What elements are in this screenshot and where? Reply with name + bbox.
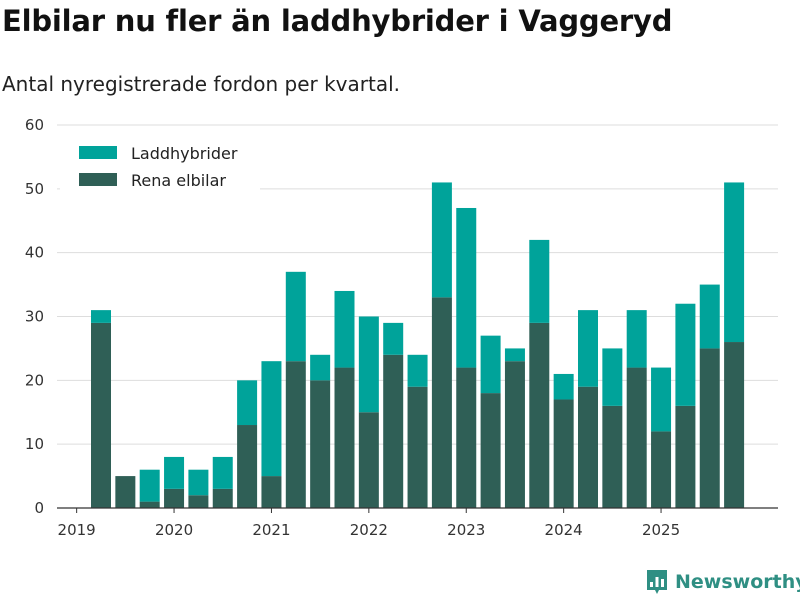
bar-rena-elbilar bbox=[91, 322, 111, 508]
bar-laddhybrider bbox=[724, 182, 745, 343]
bar-rena-elbilar bbox=[115, 476, 136, 508]
chart-subtitle: Antal nyregistrerade fordon per kvartal. bbox=[2, 72, 401, 96]
chart-title: Elbilar nu fler än laddhybrider i Vagger… bbox=[2, 4, 673, 38]
x-tick-label: 2024 bbox=[545, 521, 583, 539]
x-tick-label: 2019 bbox=[58, 521, 96, 539]
bar-rena-elbilar bbox=[626, 367, 647, 508]
bar-rena-elbilar bbox=[164, 488, 185, 508]
bar-laddhybrider bbox=[651, 367, 672, 432]
bar-laddhybrider bbox=[626, 310, 647, 368]
x-tick-label: 2025 bbox=[642, 521, 680, 539]
bar-laddhybrider bbox=[602, 348, 623, 406]
bar-rena-elbilar bbox=[529, 322, 550, 508]
bar-rena-elbilar bbox=[139, 501, 160, 508]
bar-rena-elbilar bbox=[456, 367, 477, 508]
bar-laddhybrider bbox=[285, 271, 306, 362]
bar-laddhybrider bbox=[431, 182, 452, 298]
bar-laddhybrider bbox=[261, 361, 282, 477]
bar-rena-elbilar bbox=[578, 386, 598, 508]
bar-laddhybrider bbox=[675, 303, 696, 406]
legend-swatch-laddhybrider bbox=[79, 146, 117, 159]
bar-rena-elbilar bbox=[334, 367, 355, 508]
bar-rena-elbilar bbox=[383, 354, 404, 508]
y-axis-labels: 0 10 20 30 40 50 60 bbox=[25, 116, 44, 517]
y-tick-label: 30 bbox=[25, 308, 44, 326]
bar-laddhybrider bbox=[237, 380, 258, 426]
bar-rena-elbilar bbox=[480, 393, 501, 508]
bar-rena-elbilar bbox=[602, 405, 623, 508]
bar-laddhybrider bbox=[699, 284, 720, 349]
bar-rena-elbilar bbox=[699, 348, 720, 508]
bar-rena-elbilar bbox=[504, 361, 525, 508]
bar-rena-elbilar bbox=[431, 297, 452, 508]
x-axis: 2019 2020 2021 2022 2023 2024 2025 bbox=[57, 507, 778, 539]
legend-swatch-rena-elbilar bbox=[79, 173, 117, 186]
x-tick-label: 2023 bbox=[447, 521, 485, 539]
y-tick-label: 0 bbox=[34, 499, 44, 517]
bar-rena-elbilar bbox=[553, 399, 574, 508]
newsworthy-logo-icon bbox=[647, 570, 667, 594]
bar-rena-elbilar bbox=[724, 342, 745, 508]
brand-name: Newsworthy bbox=[675, 571, 800, 593]
bar-rena-elbilar bbox=[407, 386, 428, 508]
bar-rena-elbilar bbox=[212, 488, 233, 508]
bar-laddhybrider bbox=[407, 354, 428, 387]
bar-laddhybrider bbox=[358, 316, 379, 413]
x-tick-label: 2021 bbox=[252, 521, 290, 539]
bar-rena-elbilar bbox=[358, 412, 379, 508]
bar-rena-elbilar bbox=[651, 431, 672, 508]
bar-laddhybrider bbox=[91, 310, 111, 323]
bar-laddhybrider bbox=[456, 207, 477, 368]
bar-laddhybrider bbox=[212, 456, 233, 489]
bar-laddhybrider bbox=[529, 239, 550, 323]
bar-rena-elbilar bbox=[310, 380, 331, 508]
bar-rena-elbilar bbox=[237, 425, 258, 508]
y-tick-label: 40 bbox=[25, 244, 44, 262]
newsworthy-brand[interactable]: Newsworthy bbox=[645, 568, 800, 596]
bar-rena-elbilar bbox=[285, 361, 306, 508]
y-tick-label: 60 bbox=[25, 116, 44, 134]
x-tick-label: 2022 bbox=[350, 521, 388, 539]
bar-laddhybrider bbox=[188, 469, 209, 496]
bar-rena-elbilar bbox=[188, 495, 209, 508]
bar-rena-elbilar bbox=[261, 476, 282, 508]
bar-rena-elbilar bbox=[675, 405, 696, 508]
bar-laddhybrider bbox=[480, 335, 501, 394]
bar-laddhybrider bbox=[383, 322, 404, 355]
legend: Laddhybrider Rena elbilar bbox=[60, 142, 260, 194]
y-tick-label: 20 bbox=[25, 371, 44, 389]
bar-laddhybrider bbox=[164, 456, 185, 489]
x-tick-label: 2020 bbox=[155, 521, 193, 539]
bar-laddhybrider bbox=[578, 310, 598, 387]
legend-label-laddhybrider: Laddhybrider bbox=[131, 144, 238, 163]
bar-laddhybrider bbox=[334, 290, 355, 368]
y-tick-label: 50 bbox=[25, 180, 44, 198]
bar-laddhybrider bbox=[504, 348, 525, 362]
legend-label-rena-elbilar: Rena elbilar bbox=[131, 171, 226, 190]
bar-laddhybrider bbox=[553, 373, 574, 400]
y-tick-label: 10 bbox=[25, 435, 44, 453]
bar-laddhybrider bbox=[310, 354, 331, 381]
bars bbox=[91, 182, 745, 508]
bar-laddhybrider bbox=[139, 469, 160, 502]
